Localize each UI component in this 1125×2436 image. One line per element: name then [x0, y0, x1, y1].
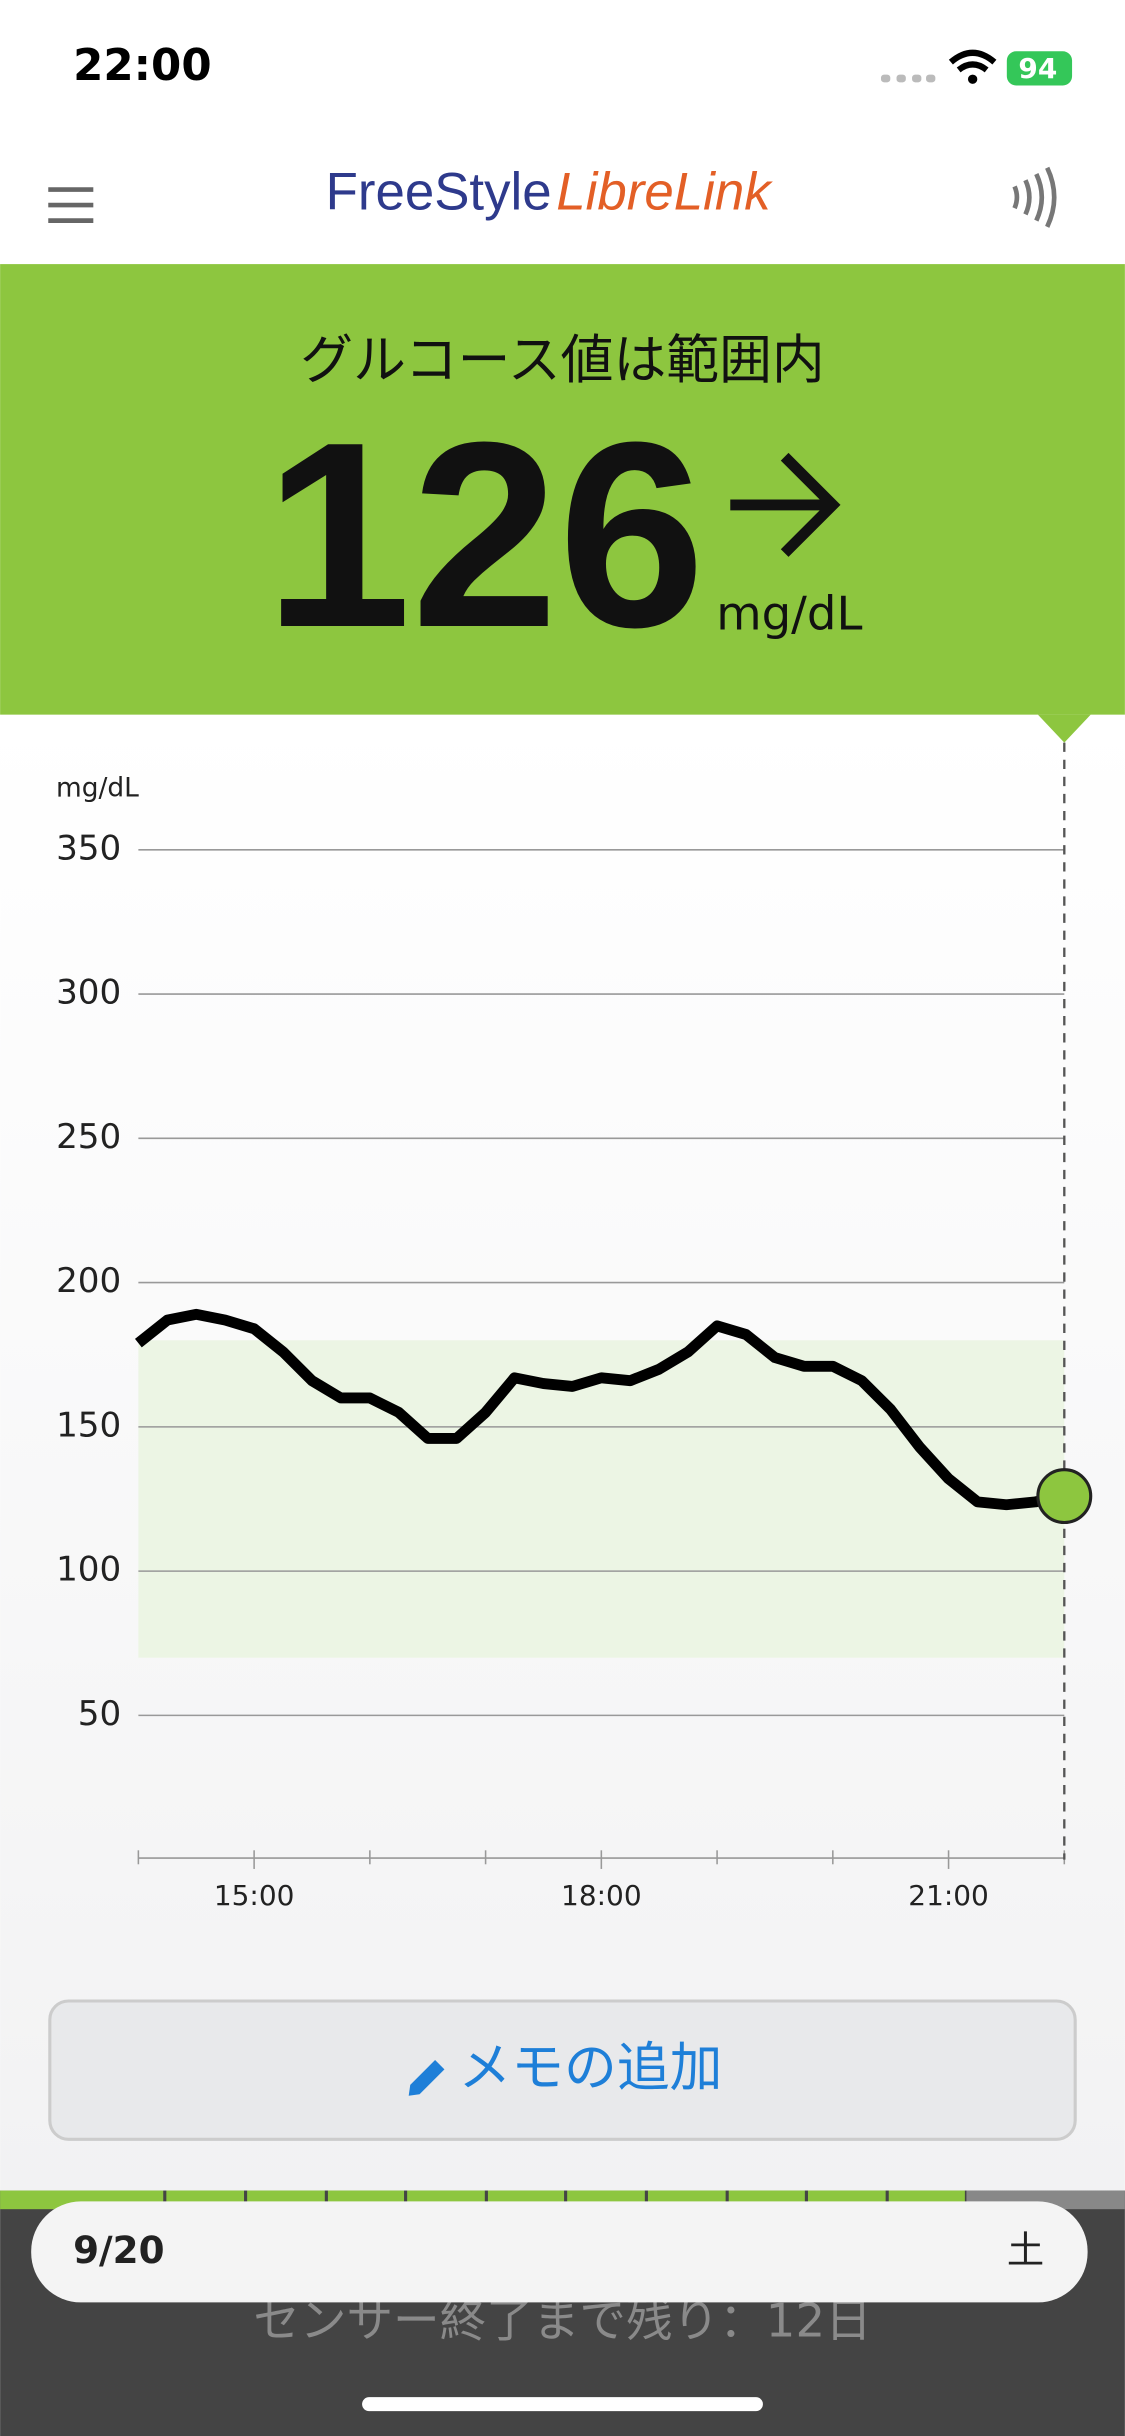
- glucose-value: 126: [265, 387, 706, 682]
- glucose-line: [134, 1308, 1066, 1511]
- y-tick-label: 300: [56, 973, 121, 1013]
- panel-pointer: [1037, 714, 1091, 743]
- home-indicator: [362, 2397, 763, 2412]
- y-tick-label: 250: [56, 1117, 121, 1157]
- brand: FreeStyle: [326, 163, 552, 222]
- y-tick-label: 50: [78, 1694, 121, 1734]
- memo-button[interactable]: [48, 1999, 1077, 2141]
- y-axis-label: mg/dL: [56, 773, 139, 804]
- x-tick-label: 15:00: [214, 1879, 295, 1912]
- battery: [1006, 51, 1073, 86]
- product: LibreLink: [556, 163, 773, 222]
- scan-icon[interactable]: [1012, 166, 1057, 228]
- chart: mg/dL 50 100 150 200 250 300 350 15:00 18:00 21:0…: [56, 742, 1093, 1912]
- y-tick-label: 150: [56, 1405, 121, 1445]
- x-tick-label: 18:00: [561, 1879, 642, 1912]
- wifi-dot: [967, 74, 978, 84]
- status-time: 22:00: [73, 41, 211, 91]
- current-marker: [1036, 1468, 1093, 1525]
- sensor-remaining-text: センサー終了まで残り：12日: [253, 2294, 871, 2348]
- date: 9/20: [73, 2228, 164, 2272]
- trend-arrow: [730, 452, 841, 557]
- date-pill[interactable]: [31, 2201, 1088, 2303]
- y-tick-label: 350: [56, 828, 121, 868]
- y-tick-label: 100: [56, 1550, 121, 1590]
- battery-level: 94: [1018, 52, 1057, 85]
- y-tick-label: 200: [56, 1261, 121, 1301]
- weekday: 土: [1007, 2228, 1044, 2272]
- x-tick-label: 21:00: [908, 1879, 989, 1912]
- menu-icon[interactable]: [48, 187, 94, 223]
- wifi-icon: [948, 49, 997, 73]
- signal: [880, 74, 936, 83]
- target-range: [138, 1340, 1065, 1658]
- status-panel: [0, 264, 1125, 715]
- glucose-status: グルコース値は範囲内: [300, 330, 824, 391]
- memo-label[interactable]: メモの追加: [458, 2038, 722, 2099]
- glucose-unit: mg/dL: [716, 586, 862, 640]
- pencil-icon: [408, 2060, 445, 2096]
